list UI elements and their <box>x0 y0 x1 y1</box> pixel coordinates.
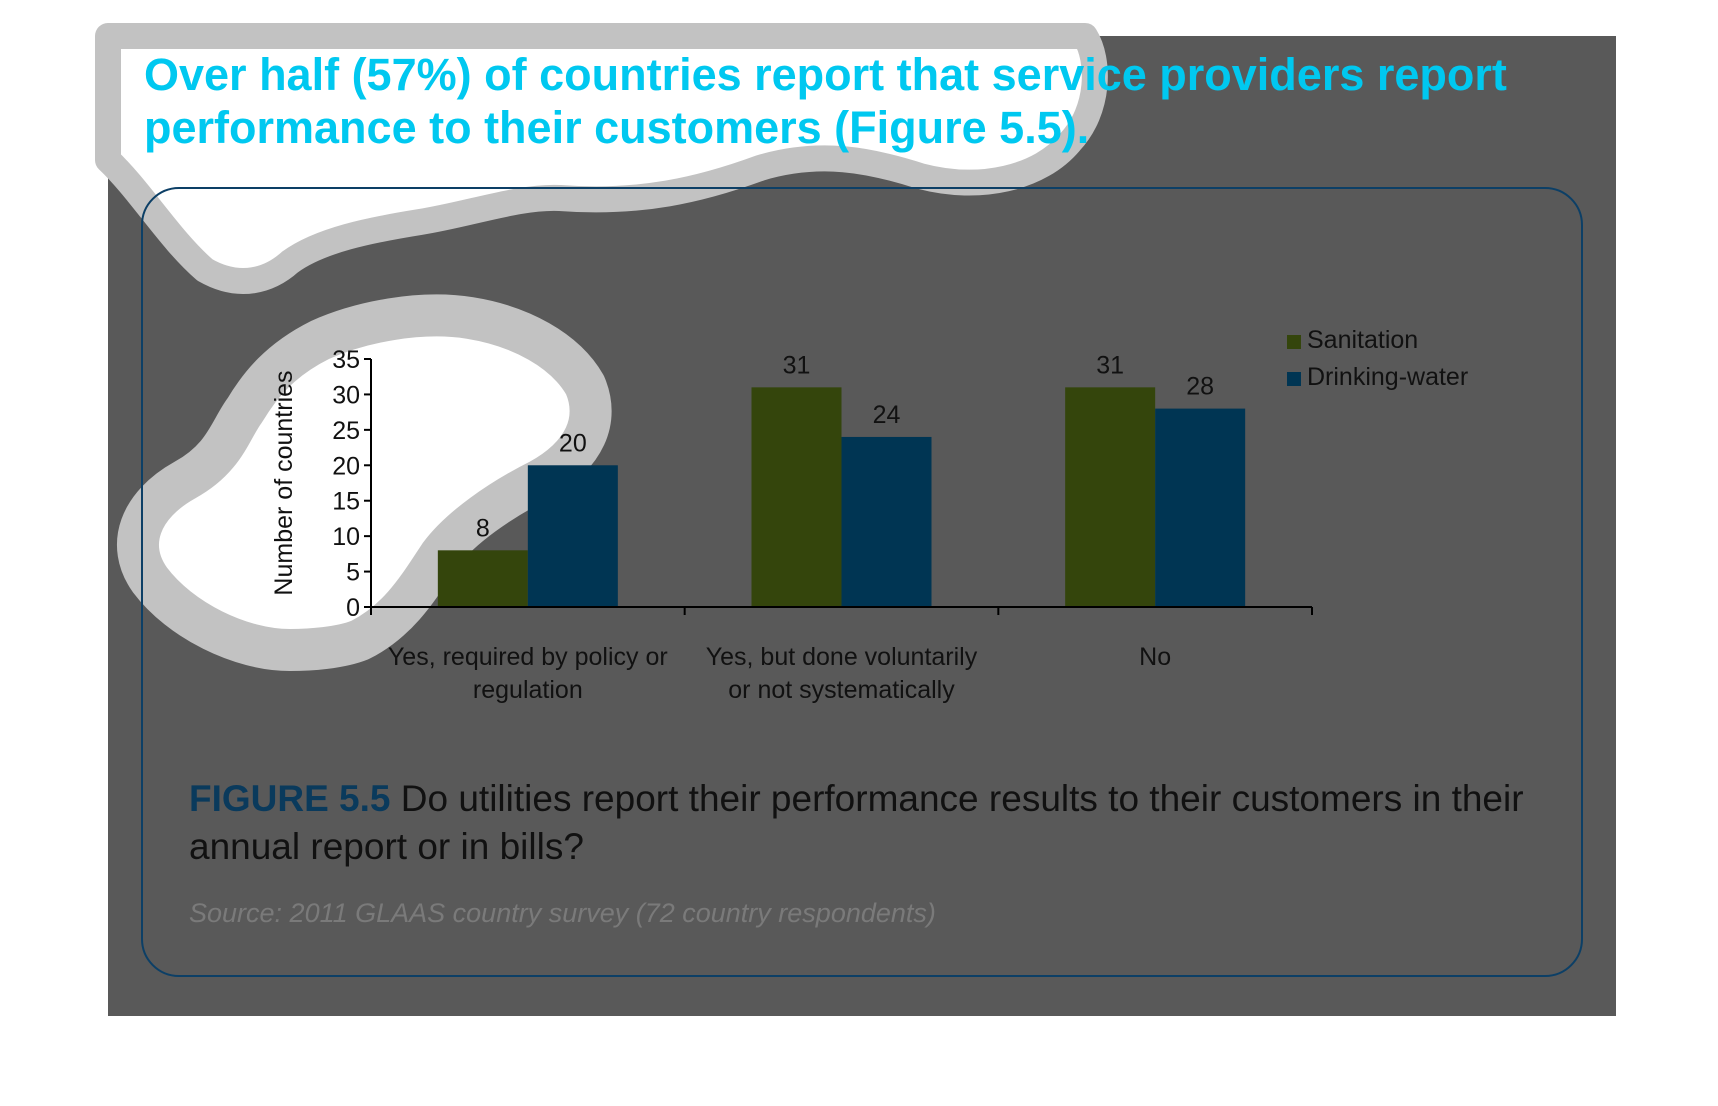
figure-frame <box>141 187 1583 977</box>
data-label-sanitation-1: 31 <box>783 351 811 379</box>
data-label-sanitation-2: 31 <box>1096 351 1124 379</box>
category-label-2-0: No <box>1139 643 1171 671</box>
top-blob-shape <box>95 23 1108 294</box>
category-label-1-1: or not systematically <box>728 676 955 704</box>
figure-source: Source: 2011 GLAAS country survey (72 co… <box>189 898 936 928</box>
headline: Over half (57%) of countries report that… <box>144 49 1507 153</box>
y-tick-label-4: 20 <box>332 452 360 480</box>
figure-caption: FIGURE 5.5 Do utilities report their per… <box>189 775 1549 871</box>
y-tick-label-7: 35 <box>332 346 360 374</box>
legend-label-0: Sanitation <box>1307 326 1418 354</box>
category-label-1-0: Yes, but done voluntarily <box>706 643 978 671</box>
bar-drinking-water-2 <box>1155 408 1246 607</box>
legend: Sanitation Drinking-water <box>1287 326 1468 391</box>
bar-sanitation-1 <box>751 387 842 607</box>
y-tick-label-6: 30 <box>332 381 360 409</box>
y-tick-label-0: 0 <box>346 594 360 622</box>
bar-sanitation-0 <box>437 550 528 607</box>
data-label-drinking-water-1: 24 <box>873 401 901 429</box>
figure-label: FIGURE 5.5 <box>189 778 391 819</box>
bar-sanitation-2 <box>1065 387 1156 607</box>
figure-caption-text: Do utilities report their performance re… <box>189 778 1524 867</box>
legend-swatch-0 <box>1287 335 1301 349</box>
y-tick-label-3: 15 <box>332 488 360 516</box>
data-label-drinking-water-0: 20 <box>559 429 587 457</box>
data-label-drinking-water-2: 28 <box>1186 373 1214 401</box>
y-axis-title: Number of countries <box>270 370 298 595</box>
left-blob-shape <box>117 294 612 671</box>
y-tick-label-1: 5 <box>346 559 360 587</box>
bar-drinking-water-0 <box>527 465 618 607</box>
y-tick-label-5: 25 <box>332 417 360 445</box>
labels-layer: 8 20 Yes, required by policy or regulation 3… <box>270 346 1214 704</box>
category-label-0-0: Yes, required by policy or <box>388 643 668 671</box>
y-tick-label-2: 10 <box>332 523 360 551</box>
axes-layer <box>364 358 1313 615</box>
legend-swatch-1 <box>1287 372 1301 386</box>
category-label-0-1: regulation <box>473 676 583 704</box>
legend-label-1: Drinking-water <box>1307 363 1468 391</box>
data-label-sanitation-0: 8 <box>476 514 490 542</box>
bar-drinking-water-1 <box>841 436 932 607</box>
bars-layer <box>437 387 1246 607</box>
